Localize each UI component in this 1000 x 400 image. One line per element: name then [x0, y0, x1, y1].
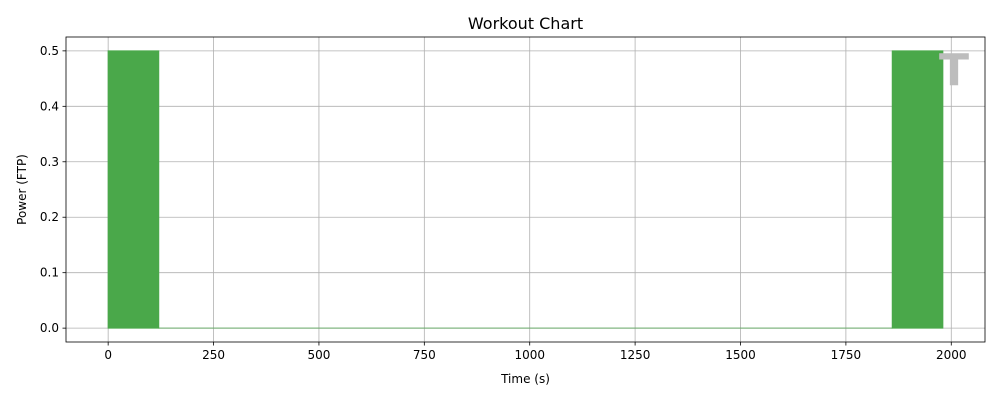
x-tick-label: 1750 — [831, 348, 862, 362]
x-tick-label: 2000 — [936, 348, 967, 362]
x-axis-ticks: 0 250 500 750 1000 1250 1500 1750 2000 — [104, 342, 967, 362]
plot-frame — [65, 36, 986, 343]
x-tick-label: 1000 — [514, 348, 545, 362]
y-tick-label: 0.4 — [40, 99, 59, 113]
x-tick-label: 1250 — [620, 348, 651, 362]
y-axis-label: Power (FTP) — [15, 154, 29, 225]
x-tick-label: 0 — [104, 348, 112, 362]
x-tick-label: 750 — [413, 348, 436, 362]
grid-lines — [66, 37, 985, 342]
x-axis-label: Time (s) — [500, 372, 550, 386]
y-tick-label: 0.2 — [40, 210, 59, 224]
x-tick-label: 500 — [307, 348, 330, 362]
y-tick-label: 0.1 — [40, 266, 59, 280]
chart-title: Workout Chart — [468, 14, 583, 33]
y-tick-label: 0.5 — [40, 44, 59, 58]
y-axis-ticks: 0.0 0.1 0.2 0.3 0.4 0.5 — [40, 44, 66, 335]
power-segments — [107, 50, 944, 329]
y-tick-label: 0.0 — [40, 321, 59, 335]
x-tick-label: 250 — [202, 348, 225, 362]
y-tick-label: 0.3 — [40, 155, 59, 169]
watermark-t-icon: T — [939, 45, 969, 96]
power-segment-bar — [891, 50, 944, 329]
x-tick-label: 1500 — [725, 348, 756, 362]
power-segment-bar — [107, 50, 160, 329]
